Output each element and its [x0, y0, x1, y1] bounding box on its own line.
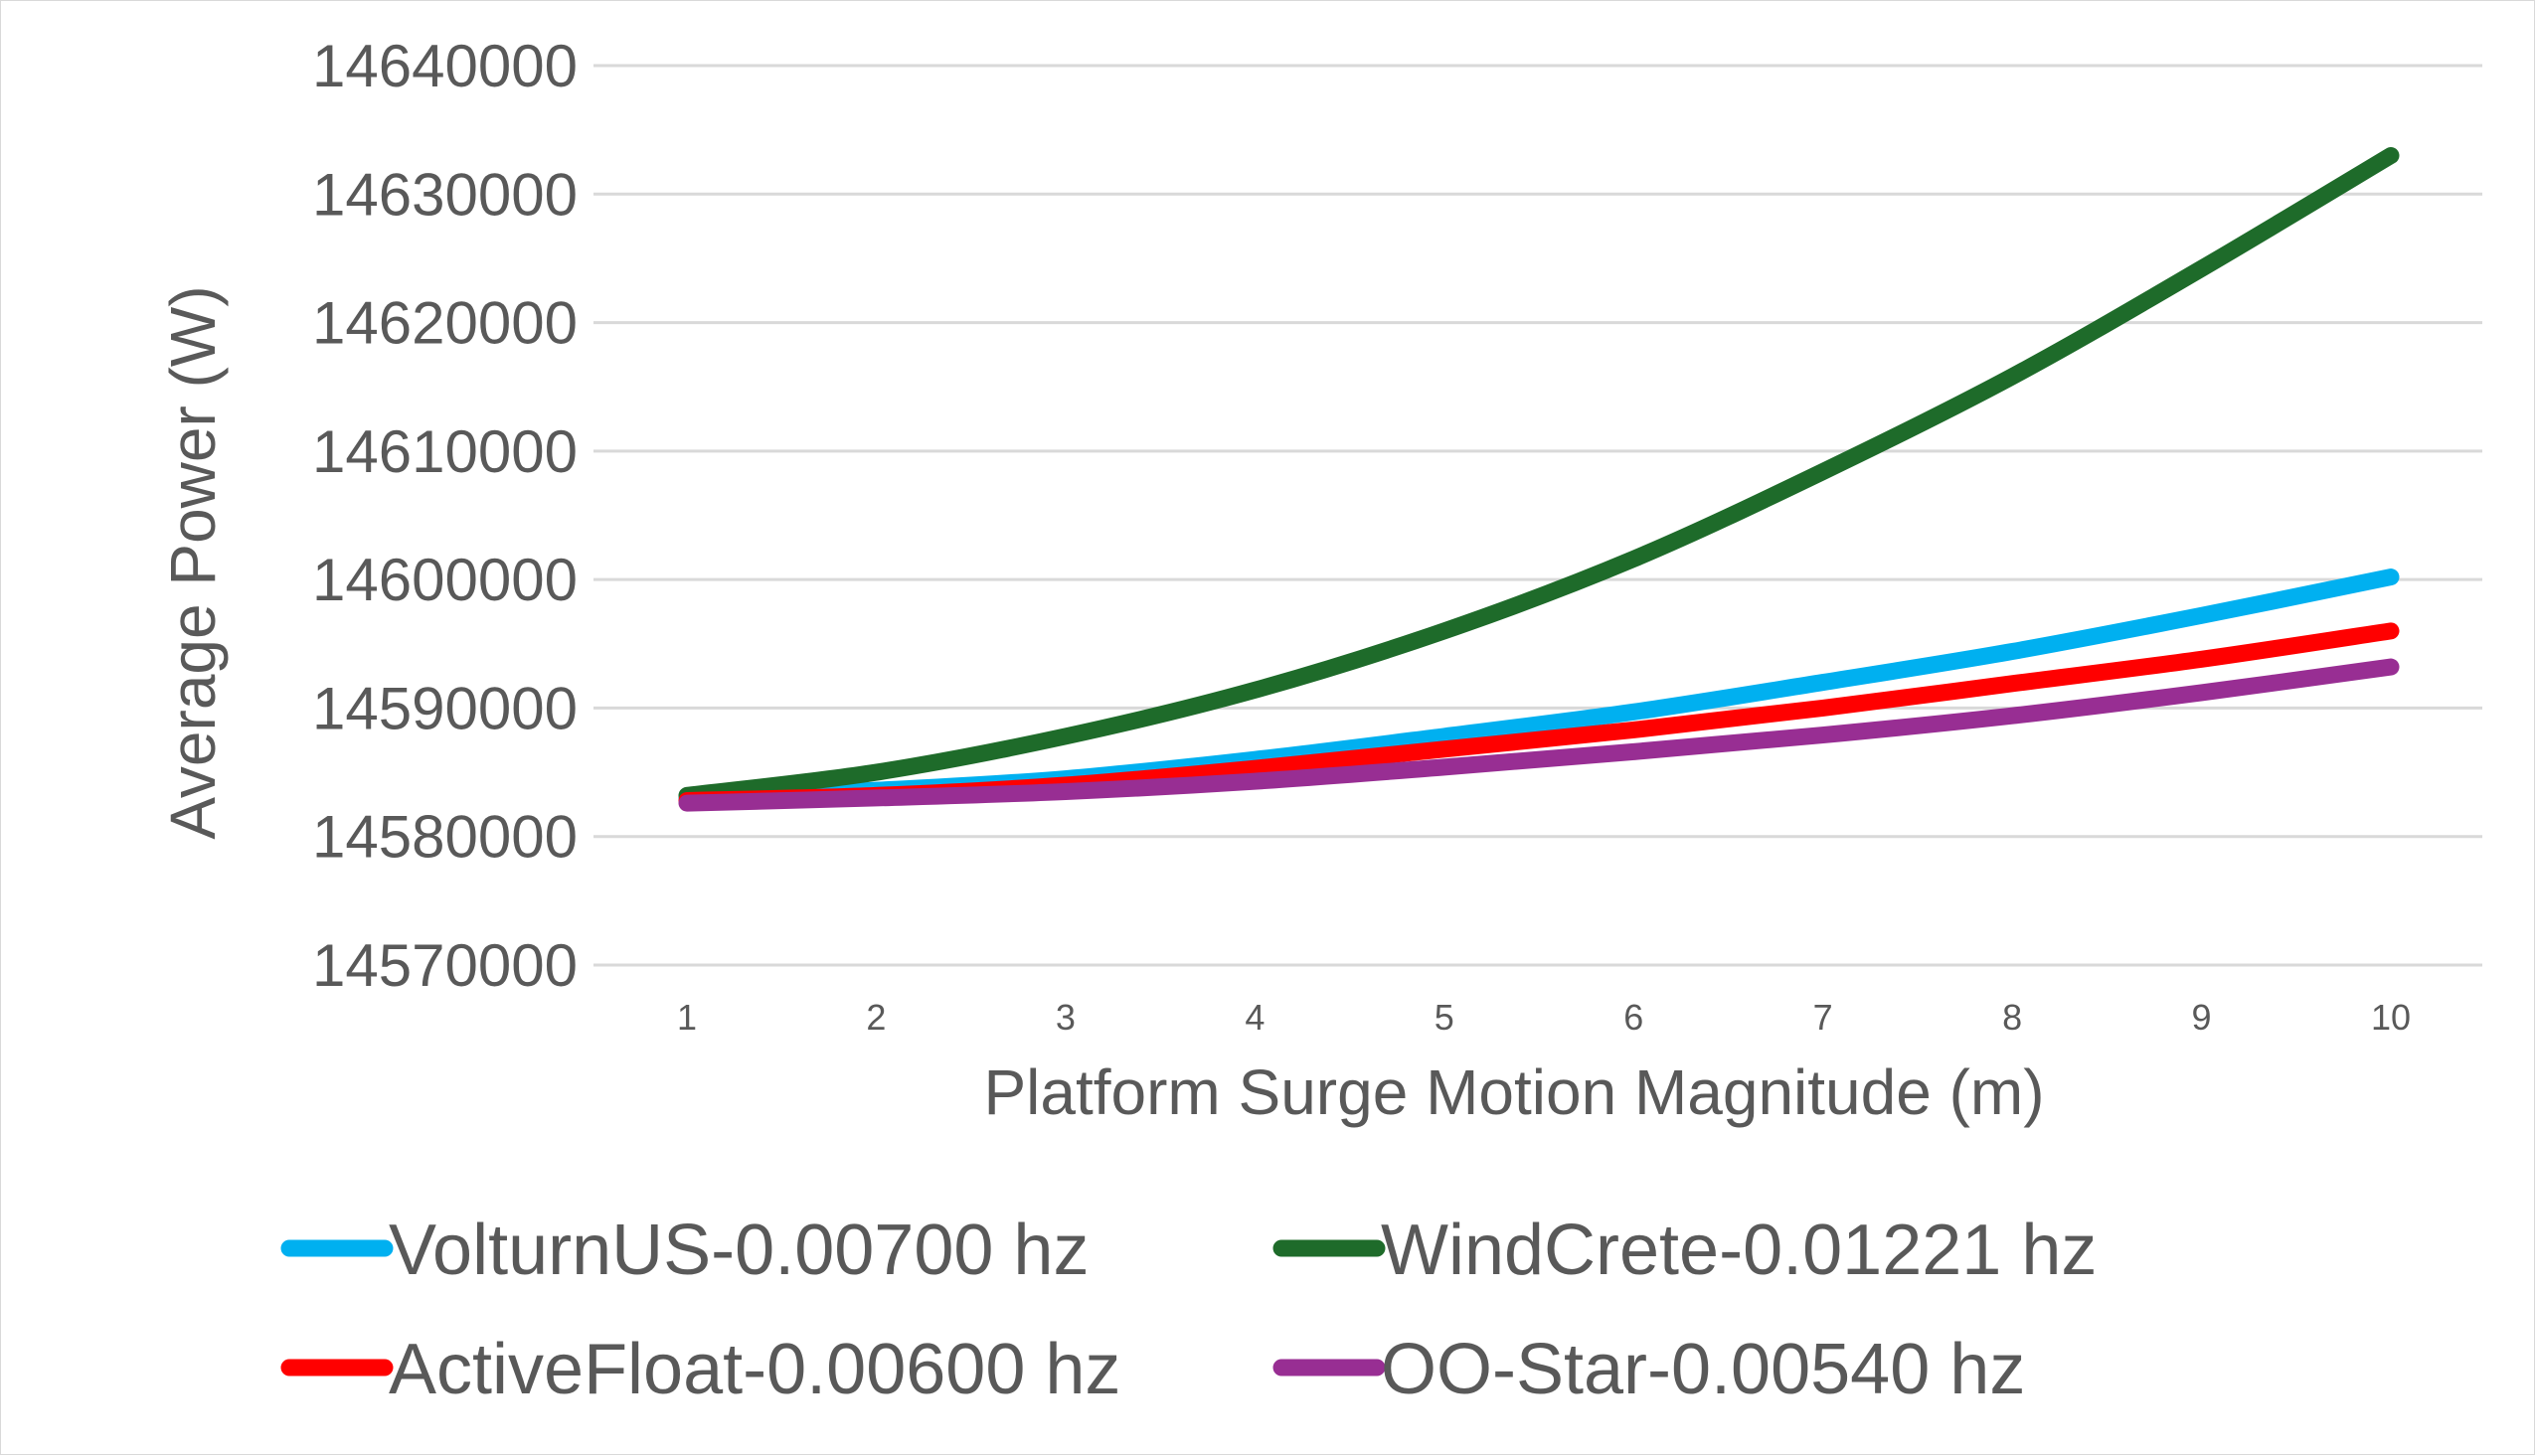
x-tick-label: 9 — [2192, 997, 2212, 1038]
y-tick-label: 14610000 — [312, 418, 578, 485]
gridlines — [593, 64, 2482, 967]
series-line-2 — [678, 147, 2400, 804]
x-tick-label: 10 — [2371, 997, 2411, 1038]
x-tick-labels: 1 2 3 4 5 6 7 8 9 10 — [677, 997, 2411, 1038]
y-tick-label: 14580000 — [312, 804, 578, 871]
x-tick-label: 4 — [1245, 997, 1265, 1038]
x-tick-label: 7 — [1813, 997, 1833, 1038]
y-tick-label: 14620000 — [312, 290, 578, 357]
y-tick-label: 14600000 — [312, 547, 578, 613]
x-tick-label: 1 — [677, 997, 697, 1038]
series-line-3 — [678, 622, 2400, 810]
x-tick-label: 2 — [866, 997, 886, 1038]
x-tick-label: 8 — [2002, 997, 2022, 1038]
legend-label: ActiveFloat-0.00600 hz — [389, 1330, 1120, 1409]
y-tick-labels: 14570000 14580000 14590000 14600000 14610000… — [312, 33, 578, 999]
legend-label: WindCrete-0.01221 hz — [1381, 1211, 2097, 1290]
series-line-4 — [678, 658, 2400, 812]
x-tick-label: 6 — [1623, 997, 1643, 1038]
y-tick-label: 14590000 — [312, 675, 578, 741]
y-tick-label: 14570000 — [312, 932, 578, 999]
x-tick-label: 3 — [1056, 997, 1076, 1038]
legend: VolturnUS-0.00700 hz WindCrete-0.01221 hz… — [280, 1211, 2097, 1409]
y-tick-label: 14640000 — [312, 33, 578, 99]
legend-label: VolturnUS-0.00700 hz — [389, 1211, 1089, 1290]
y-tick-label: 14630000 — [312, 161, 578, 228]
y-axis-title: Average Power (W) — [157, 285, 229, 839]
legend-label: OO-Star-0.00540 hz — [1381, 1330, 2025, 1409]
x-tick-label: 5 — [1435, 997, 1454, 1038]
x-axis-title: Platform Surge Motion Magnitude (m) — [983, 1056, 2044, 1128]
series-lines — [678, 147, 2400, 812]
